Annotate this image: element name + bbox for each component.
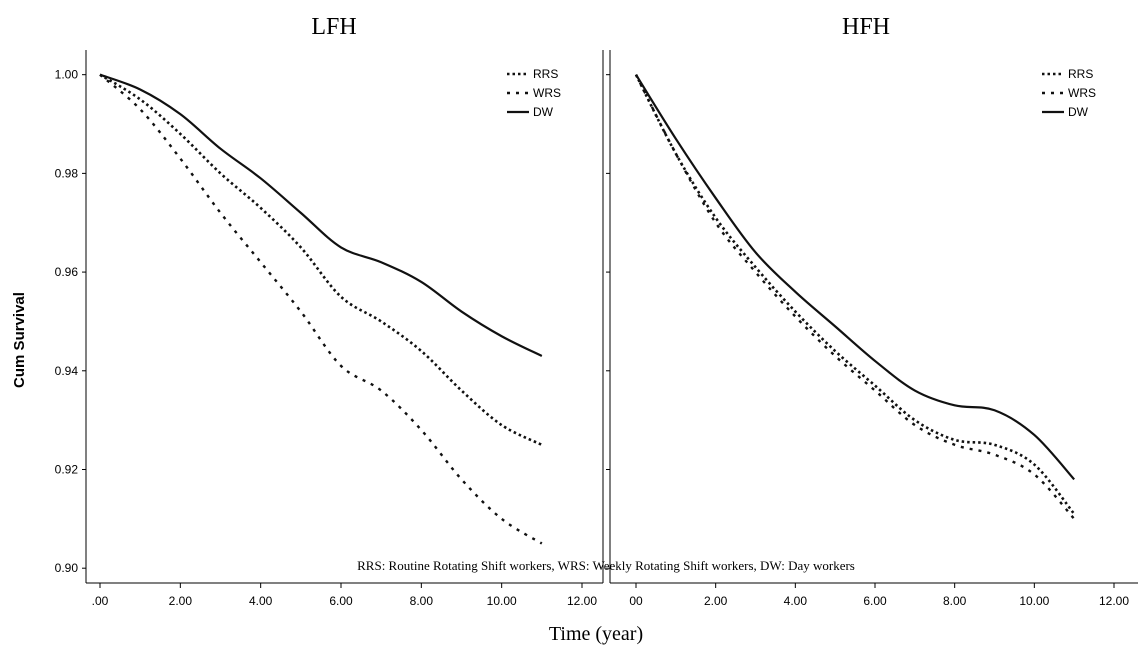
lfh-panel: LFH 0.90 0.92 0.94 0.96 0.98 1.00 .00 2.00 4.00 6.… xyxy=(55,14,604,608)
x-axis-label: Time (year) xyxy=(549,623,643,645)
hfh-legend-label-dw: DW xyxy=(1068,105,1089,119)
lfh-y-tick-label: 0.96 xyxy=(55,265,79,279)
hfh-x-tick-label: 12.00 xyxy=(1099,594,1129,608)
lfh-y-tick-label: 1.00 xyxy=(55,68,79,82)
lfh-x-tick-label: 6.00 xyxy=(329,594,353,608)
lfh-y-tick-label: 0.92 xyxy=(55,462,79,476)
hfh-series-dw-line xyxy=(635,74,1075,481)
lfh-x-tick-label: 8.00 xyxy=(410,594,434,608)
lfh-x-tick-label: .00 xyxy=(92,594,109,608)
hfh-x-tick-label: 6.00 xyxy=(863,594,887,608)
lfh-x-tick-label: 2.00 xyxy=(169,594,193,608)
hfh-title: HFH xyxy=(842,14,890,40)
lfh-series-dw-line xyxy=(99,73,543,357)
chart-panels: LFH 0.90 0.92 0.94 0.96 0.98 1.00 .00 2.00 4.00 6.… xyxy=(55,14,1138,608)
hfh-x-tick-label: 2.00 xyxy=(704,594,728,608)
lfh-legend-label-dw: DW xyxy=(533,105,554,119)
lfh-legend-label-rrs: RRS xyxy=(533,67,558,81)
lfh-title: LFH xyxy=(311,14,356,40)
hfh-x-tick-label: 8.00 xyxy=(943,594,967,608)
hfh-panel: HFH 00 2.00 4.00 6.00 8.00 10.00 12.00 RRS WRS DW xyxy=(606,14,1138,608)
lfh-y-tick-label: 0.90 xyxy=(55,561,79,575)
lfh-legend-label-wrs: WRS xyxy=(533,86,561,100)
lfh-y-tick-label: 0.94 xyxy=(55,364,79,378)
y-axis-label: Cum Survival xyxy=(11,292,28,388)
lfh-y-tick-label: 0.98 xyxy=(55,166,79,180)
lfh-x-tick-label: 4.00 xyxy=(249,594,273,608)
hfh-legend-label-wrs: WRS xyxy=(1068,86,1096,100)
hfh-x-tick-label: 10.00 xyxy=(1019,594,1049,608)
hfh-x-tick-label: 4.00 xyxy=(784,594,808,608)
hfh-series-rrs-line xyxy=(634,74,1076,515)
lfh-series-wrs-line xyxy=(99,73,543,545)
lfh-x-tick-label: 12.00 xyxy=(567,594,597,608)
lfh-x-tick-label: 10.00 xyxy=(487,594,517,608)
lfh-series-rrs-line xyxy=(99,73,543,446)
legend-footnote: RRS: Routine Rotating Shift workers, WRS… xyxy=(357,558,855,573)
hfh-legend-label-rrs: RRS xyxy=(1068,67,1093,81)
hfh-x-tick-label: 00 xyxy=(629,594,643,608)
